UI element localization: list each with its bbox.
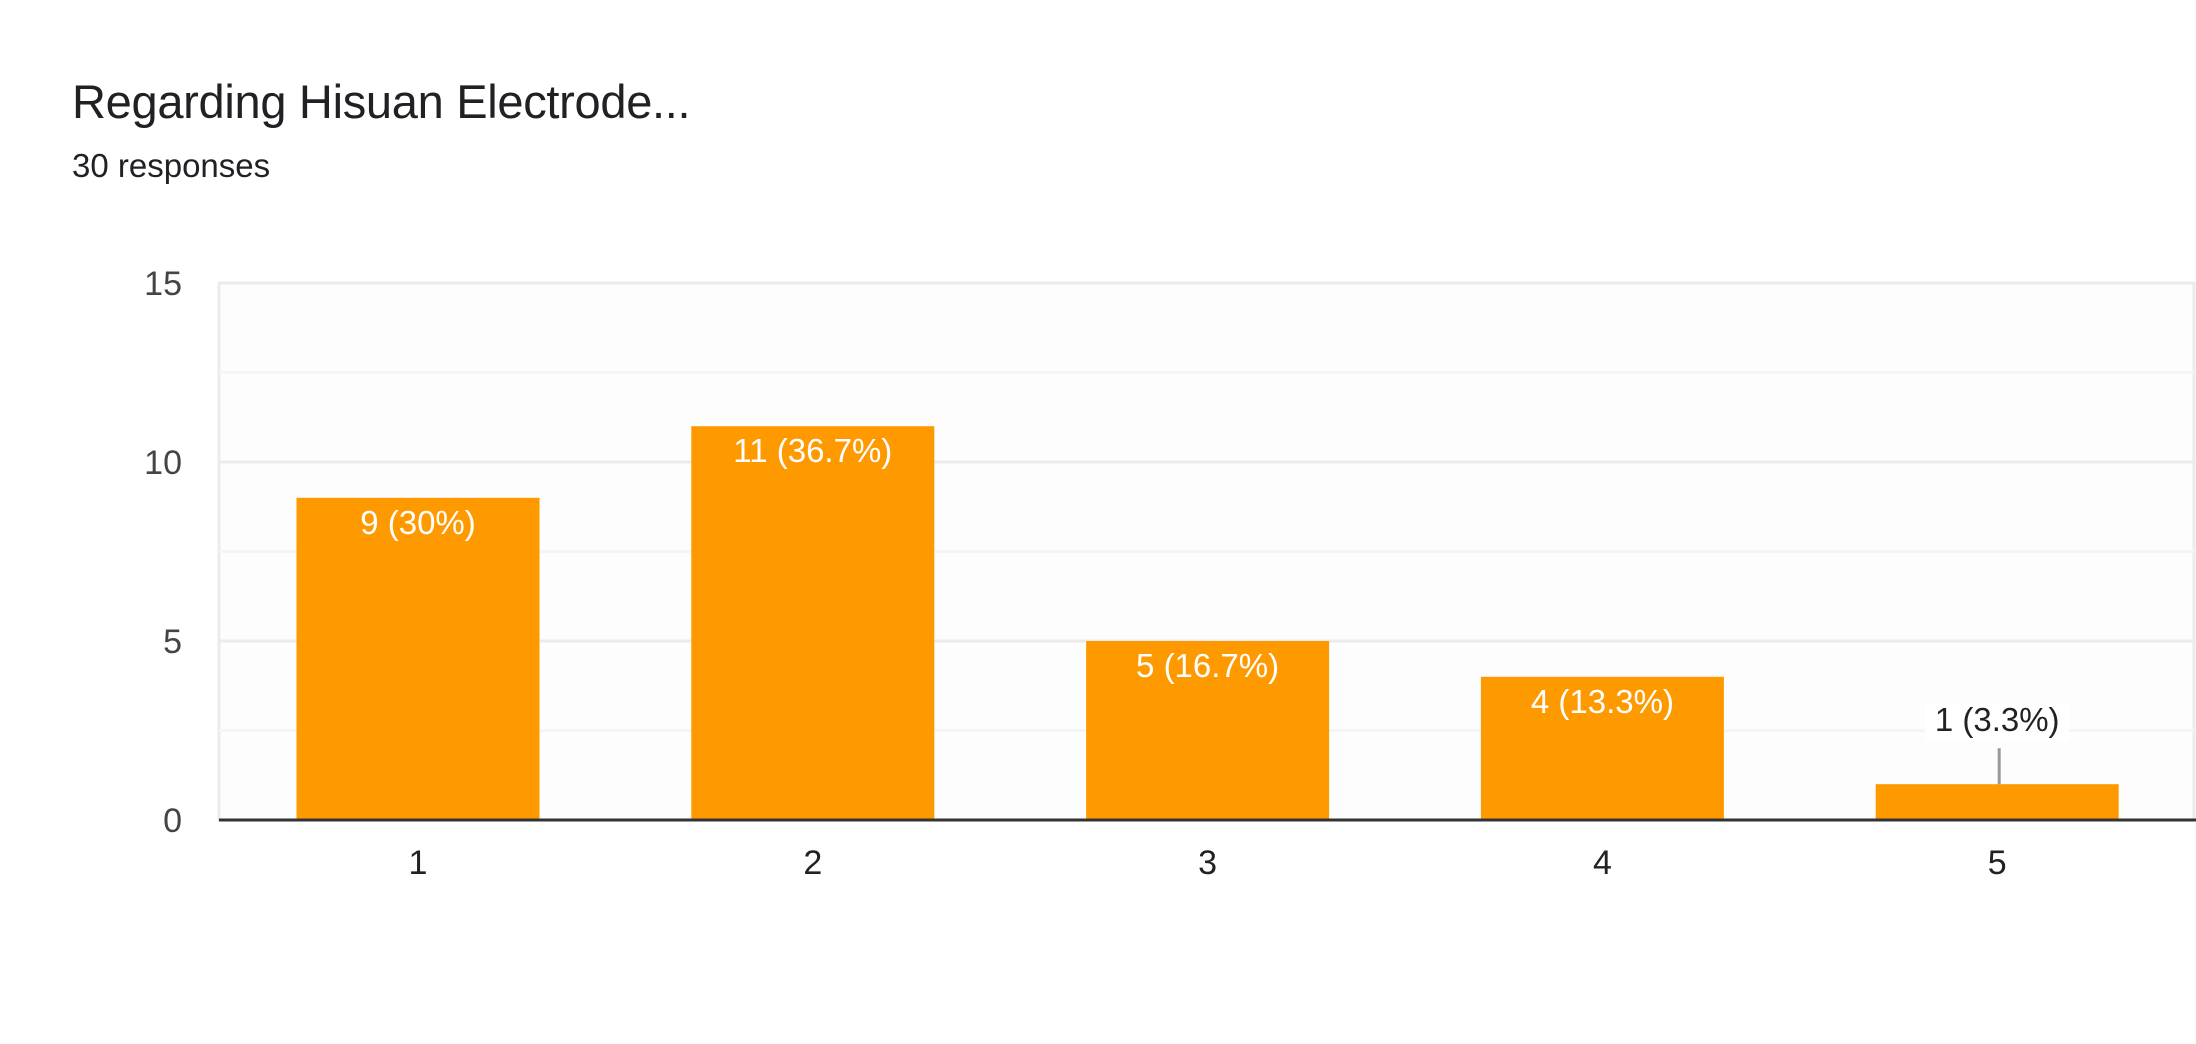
x-tick-label: 4	[1593, 844, 1612, 882]
label-background	[1925, 703, 2070, 742]
x-tick-label: 5	[1988, 844, 2007, 882]
y-tick-label: 10	[144, 444, 182, 482]
data-label: 5 (16.7%)	[1136, 647, 1279, 684]
x-tick-label: 1	[409, 844, 428, 882]
data-label: 4 (13.3%)	[1531, 683, 1674, 720]
chart-title: Regarding Hisuan Electrode...	[72, 75, 691, 128]
y-tick-label: 0	[163, 802, 182, 840]
y-tick-label: 5	[163, 623, 182, 661]
x-tick-label: 2	[803, 844, 822, 882]
bar-3	[1086, 641, 1330, 820]
x-tick-label: 3	[1198, 844, 1217, 882]
data-label: 1 (3.3%)	[1935, 701, 2060, 738]
data-label: 11 (36.7%)	[733, 432, 892, 469]
data-labels: 9 (30%) 11 (36.7%) 5 (16.7%) 4 (13.3%) 1 (3.…	[360, 432, 2070, 785]
bar-5	[1875, 784, 2119, 820]
y-axis: 0 5 10 15	[144, 265, 182, 840]
bar-4	[1480, 676, 1724, 820]
x-axis: 1 2 3 4 5	[219, 818, 2196, 882]
bar-2	[691, 426, 935, 820]
data-label: 9 (30%)	[360, 504, 476, 541]
response-count: 30 responses	[72, 147, 271, 184]
bar-1	[296, 497, 540, 820]
y-tick-label: 15	[144, 265, 182, 303]
bars	[296, 426, 2119, 820]
